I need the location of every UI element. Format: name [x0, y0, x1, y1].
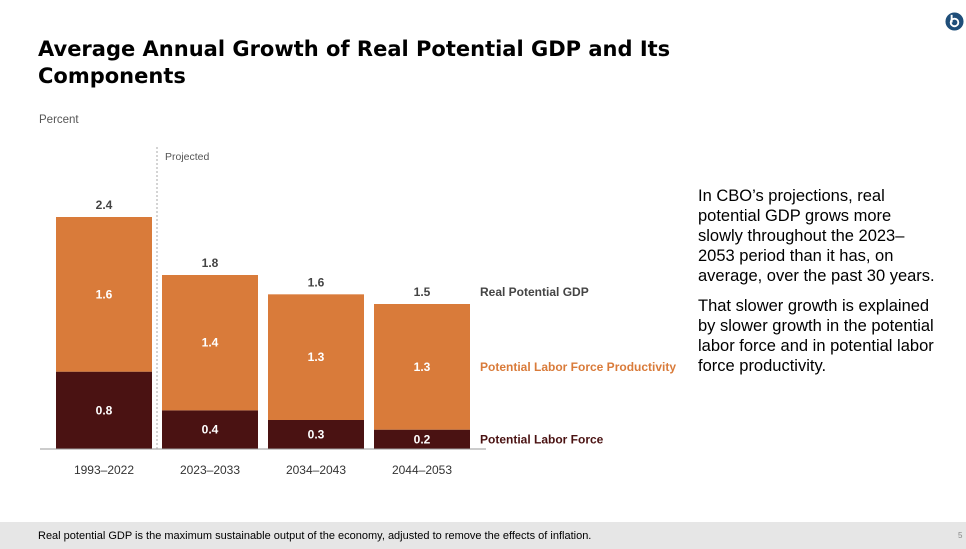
label-productivity: 1.3	[414, 360, 431, 374]
x-tick-label: 1993–2022	[74, 463, 134, 477]
projected-label: Projected	[165, 151, 210, 163]
label-total: 1.8	[202, 256, 219, 270]
bar-chart: Percent Projected 0.8 1.6 2.4 0.4 1.4 1.8 0.3 1…	[39, 114, 676, 477]
y-axis-label: Percent	[39, 114, 79, 126]
bar-labor-force	[56, 371, 152, 449]
label-productivity: 1.6	[96, 287, 113, 301]
footer-note: Real potential GDP is the maximum sustai…	[38, 530, 592, 542]
legend-real-potential-gdp: Real Potential GDP	[480, 285, 589, 299]
body-paragraph: In CBO’s projections, real potential GDP…	[698, 187, 935, 285]
bar-labor-force	[162, 410, 258, 449]
bar-productivity	[162, 275, 258, 411]
page-title: Average Annual Growth of Real Potential …	[38, 37, 671, 88]
label-total: 1.5	[414, 285, 431, 299]
label-total: 1.6	[308, 275, 325, 289]
x-tick-label: 2044–2053	[392, 463, 452, 477]
legend-labor-force: Potential Labor Force	[480, 432, 604, 446]
bar-labor-force	[374, 429, 470, 449]
bar-productivity	[374, 304, 470, 430]
legend-productivity: Potential Labor Force Productivity	[480, 360, 676, 374]
label-productivity: 1.3	[308, 350, 325, 364]
label-labor-force: 0.2	[414, 432, 431, 446]
x-tick-label: 2023–2033	[180, 463, 240, 477]
footer-bar: Real potential GDP is the maximum sustai…	[0, 522, 966, 549]
body-paragraph: That slower growth is explained by slowe…	[698, 297, 934, 375]
bar-productivity	[268, 294, 364, 420]
explanation-text: In CBO’s projections, real potential GDP…	[698, 186, 938, 386]
label-labor-force: 0.3	[308, 428, 325, 442]
slide-number: 5	[958, 531, 963, 540]
bar-labor-force	[268, 420, 364, 449]
cbo-logo-icon	[945, 12, 964, 31]
label-labor-force: 0.8	[96, 403, 113, 417]
label-productivity: 1.4	[202, 336, 219, 350]
label-labor-force: 0.4	[202, 423, 219, 437]
bar-productivity	[56, 217, 152, 372]
x-tick-label: 2034–2043	[286, 463, 346, 477]
label-total: 2.4	[96, 198, 113, 212]
